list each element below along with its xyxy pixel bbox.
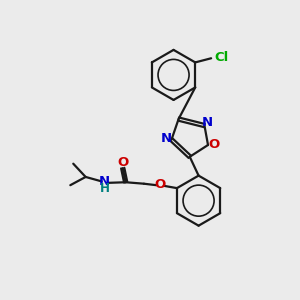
Text: N: N	[160, 132, 172, 145]
Text: H: H	[100, 182, 110, 195]
Text: Cl: Cl	[214, 51, 228, 64]
Text: N: N	[99, 175, 110, 188]
Text: O: O	[154, 178, 166, 191]
Text: N: N	[202, 116, 213, 129]
Text: O: O	[208, 139, 220, 152]
Text: O: O	[117, 156, 128, 169]
